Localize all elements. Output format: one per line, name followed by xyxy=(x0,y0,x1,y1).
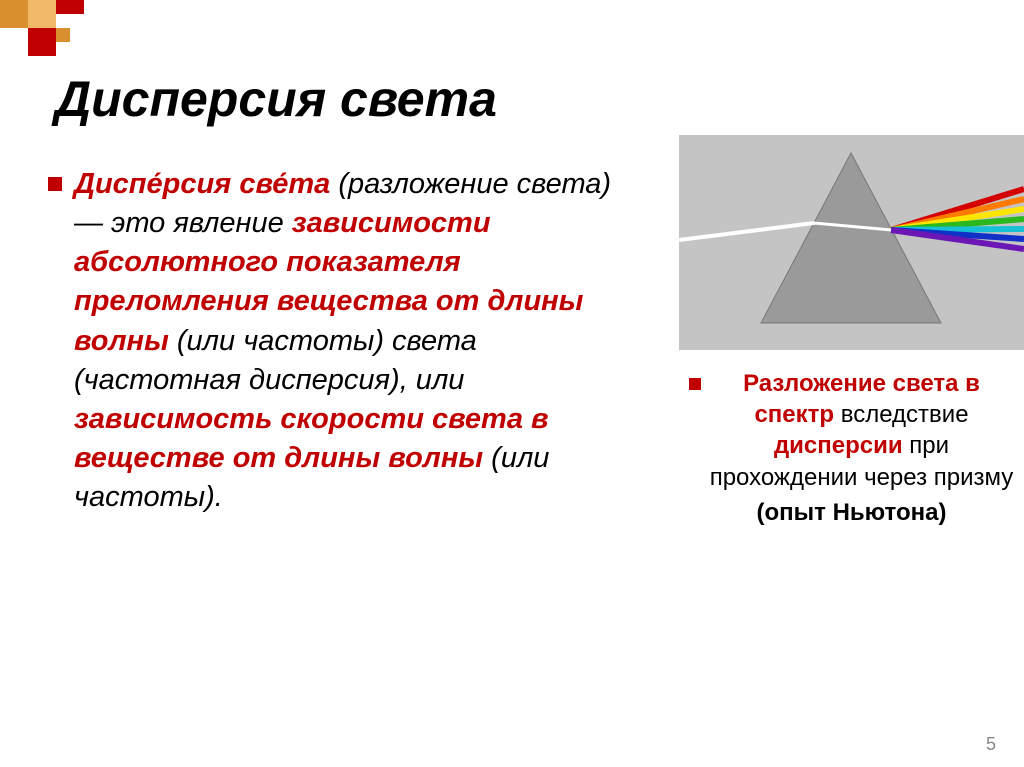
caption-line2: (опыт Ньютона) xyxy=(689,497,1014,528)
corner-decoration xyxy=(0,0,120,60)
caption-bullet-marker xyxy=(689,378,701,390)
prism-diagram xyxy=(679,135,1024,350)
main-bullet-text: Диспе́рсия све́та (разложение света) — э… xyxy=(74,165,640,517)
bullet-marker xyxy=(48,177,62,191)
page-number: 5 xyxy=(986,734,996,755)
right-column: Разложение света в спектр вследствие дис… xyxy=(679,135,1024,528)
caption: Разложение света в спектр вследствие дис… xyxy=(679,368,1024,528)
slide-title: Дисперсия света xyxy=(55,70,497,128)
main-bullet-item: Диспе́рсия све́та (разложение света) — э… xyxy=(40,165,640,517)
main-content: Диспе́рсия све́та (разложение света) — э… xyxy=(40,165,640,525)
caption-line1: Разложение света в спектр вследствие дис… xyxy=(709,368,1014,493)
